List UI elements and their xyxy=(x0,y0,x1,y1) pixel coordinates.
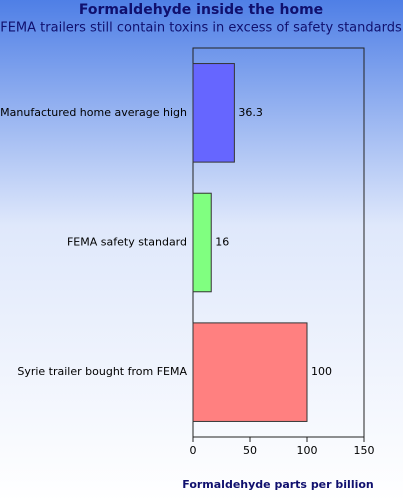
y-tick-label: Syrie trailer bought from FEMA xyxy=(17,365,187,378)
x-tick-label: 0 xyxy=(190,444,197,457)
chart-title: Formaldehyde inside the home xyxy=(79,2,323,18)
bar xyxy=(192,63,235,163)
bar xyxy=(192,192,212,293)
value-label: 16 xyxy=(215,236,229,249)
y-tick-label: FEMA safety standard xyxy=(67,236,187,249)
x-axis-label: Formaldehyde parts per billion xyxy=(182,478,374,491)
value-label: 100 xyxy=(311,365,332,378)
bar xyxy=(192,322,308,422)
x-tick-label: 100 xyxy=(297,444,318,457)
y-tick-label: Manufactured home average high xyxy=(0,106,187,119)
chart-subtitle: FEMA trailers still contain toxins in ex… xyxy=(0,21,402,36)
value-label: 36.3 xyxy=(238,106,263,119)
x-tick-label: 50 xyxy=(243,444,257,457)
x-tick-label: 150 xyxy=(354,444,375,457)
